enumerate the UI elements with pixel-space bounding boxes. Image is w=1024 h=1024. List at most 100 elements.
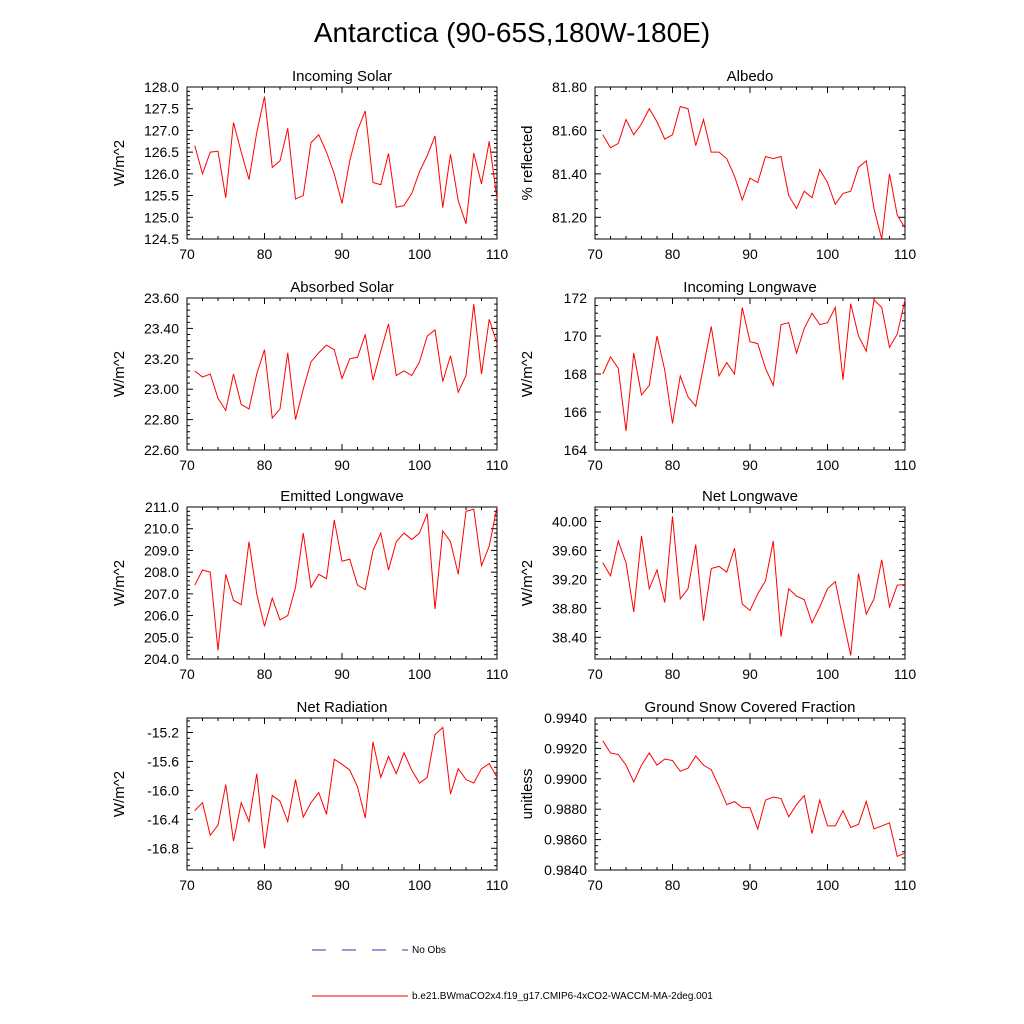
- x-tick-label: 70: [179, 457, 195, 473]
- panel-8: Ground Snow Covered Fraction unitless 70 80…: [519, 699, 916, 893]
- y-axis-label: W/m^2: [519, 351, 536, 397]
- x-tick-label: 80: [257, 877, 273, 893]
- panel-title: Ground Snow Covered Fraction: [645, 699, 856, 716]
- y-tick-label: 207.0: [144, 586, 179, 602]
- y-tick-label: 40.00: [552, 513, 587, 529]
- x-tick-label: 100: [408, 246, 432, 262]
- y-tick-label: 81.40: [552, 166, 587, 182]
- panels: Incoming Solar W/m^2 70 80 90 100 110 124.5 125.…: [111, 68, 916, 893]
- y-tick-label: 127.0: [144, 122, 179, 138]
- y-tick-label: 124.5: [144, 231, 179, 247]
- series-line: [602, 516, 906, 656]
- y-tick-label: 0.9880: [544, 801, 587, 817]
- x-tick-label: 100: [408, 457, 432, 473]
- y-tick-label: 0.9860: [544, 832, 587, 848]
- panel-5: Emitted Longwave W/m^2 70 80 90 100 110 204.0 20…: [111, 488, 508, 682]
- x-tick-label: 110: [894, 457, 917, 473]
- y-tick-label: 81.80: [552, 79, 587, 95]
- y-tick-label: 210.0: [144, 521, 179, 537]
- x-tick-label: 100: [816, 457, 840, 473]
- plot-frame: [594, 297, 906, 451]
- y-tick-label: 211.0: [145, 499, 179, 515]
- y-tick-label: 0.9940: [544, 710, 587, 726]
- y-axis-label: W/m^2: [519, 560, 536, 606]
- x-tick-label: 80: [257, 666, 273, 682]
- x-tick-label: 90: [334, 246, 350, 262]
- y-tick-label: 205.0: [144, 629, 179, 645]
- x-tick-label: 90: [334, 877, 350, 893]
- x-tick-label: 100: [816, 246, 840, 262]
- x-tick-label: 90: [334, 457, 350, 473]
- y-tick-label: 125.0: [144, 209, 179, 225]
- y-tick-label: 23.40: [144, 320, 179, 336]
- series-line: [194, 506, 498, 651]
- y-tick-label: 172: [564, 290, 588, 306]
- plot-frame: [186, 506, 498, 660]
- panel-title: Net Radiation: [297, 699, 388, 716]
- series-line: [602, 298, 906, 432]
- y-tick-label: 126.5: [144, 144, 179, 160]
- x-tick-label: 70: [587, 666, 603, 682]
- y-tick-label: 23.00: [144, 381, 179, 397]
- x-tick-label: 70: [587, 877, 603, 893]
- x-tick-label: 80: [665, 877, 681, 893]
- y-tick-label: -16.8: [147, 840, 179, 856]
- legend: No Obs b.e21.BWmaCO2x4.f19_g17.CMIP6-4xC…: [312, 945, 713, 1002]
- x-tick-label: 100: [816, 666, 840, 682]
- panel-title: Albedo: [727, 68, 774, 85]
- x-tick-label: 100: [816, 877, 840, 893]
- x-tick-label: 80: [665, 457, 681, 473]
- y-tick-label: 128.0: [144, 79, 179, 95]
- y-tick-label: 39.20: [552, 571, 587, 587]
- x-tick-label: 90: [742, 457, 758, 473]
- y-tick-label: 209.0: [144, 542, 179, 558]
- series-line: [194, 726, 498, 849]
- panel-title: Absorbed Solar: [290, 279, 393, 296]
- y-axis-label: W/m^2: [111, 140, 128, 186]
- x-tick-label: 110: [894, 666, 917, 682]
- y-tick-label: 168: [564, 366, 588, 382]
- y-tick-label: 166: [564, 404, 588, 420]
- y-tick-label: -15.2: [147, 724, 179, 740]
- series-line: [602, 740, 906, 857]
- series-line: [194, 96, 498, 224]
- series-line: [602, 105, 906, 240]
- x-tick-label: 70: [587, 246, 603, 262]
- y-tick-label: 22.60: [144, 442, 179, 458]
- series-line: [194, 304, 498, 420]
- plot-frame: [594, 506, 906, 660]
- y-tick-label: 22.80: [144, 412, 179, 428]
- y-axis-label: W/m^2: [111, 560, 128, 606]
- x-tick-label: 80: [665, 246, 681, 262]
- y-tick-label: 125.5: [144, 188, 179, 204]
- x-tick-label: 70: [179, 666, 195, 682]
- y-tick-label: 127.5: [144, 101, 179, 117]
- legend-label-no-obs: No Obs: [412, 945, 446, 956]
- x-tick-label: 70: [179, 246, 195, 262]
- x-tick-label: 90: [742, 877, 758, 893]
- x-tick-label: 110: [486, 666, 509, 682]
- x-tick-label: 110: [486, 877, 509, 893]
- x-tick-label: 100: [408, 666, 432, 682]
- panel-title: Emitted Longwave: [280, 488, 403, 505]
- panel-title: Incoming Longwave: [683, 279, 816, 296]
- y-tick-label: 126.0: [144, 166, 179, 182]
- y-tick-label: 0.9900: [544, 771, 587, 787]
- x-tick-label: 70: [179, 877, 195, 893]
- panel-title: Net Longwave: [702, 488, 798, 505]
- x-tick-label: 80: [257, 457, 273, 473]
- x-tick-label: 80: [665, 666, 681, 682]
- y-tick-label: 23.20: [144, 351, 179, 367]
- panel-7: Net Radiation W/m^2 70 80 90 100 110 -16.8 -16.4…: [111, 699, 508, 893]
- y-tick-label: 38.80: [552, 600, 587, 616]
- panel-3: Absorbed Solar W/m^2 70 80 90 100 110 22.60 22.8…: [111, 279, 508, 473]
- x-tick-label: 110: [894, 877, 917, 893]
- y-tick-label: 23.60: [144, 290, 179, 306]
- y-axis-label: % reflected: [519, 125, 536, 200]
- legend-label-model: b.e21.BWmaCO2x4.f19_g17.CMIP6-4xCO2-WACC…: [412, 991, 713, 1002]
- y-tick-label: -16.0: [147, 782, 179, 798]
- x-tick-label: 110: [486, 457, 509, 473]
- x-tick-label: 90: [334, 666, 350, 682]
- figure-title: Antarctica (90-65S,180W-180E): [314, 17, 710, 48]
